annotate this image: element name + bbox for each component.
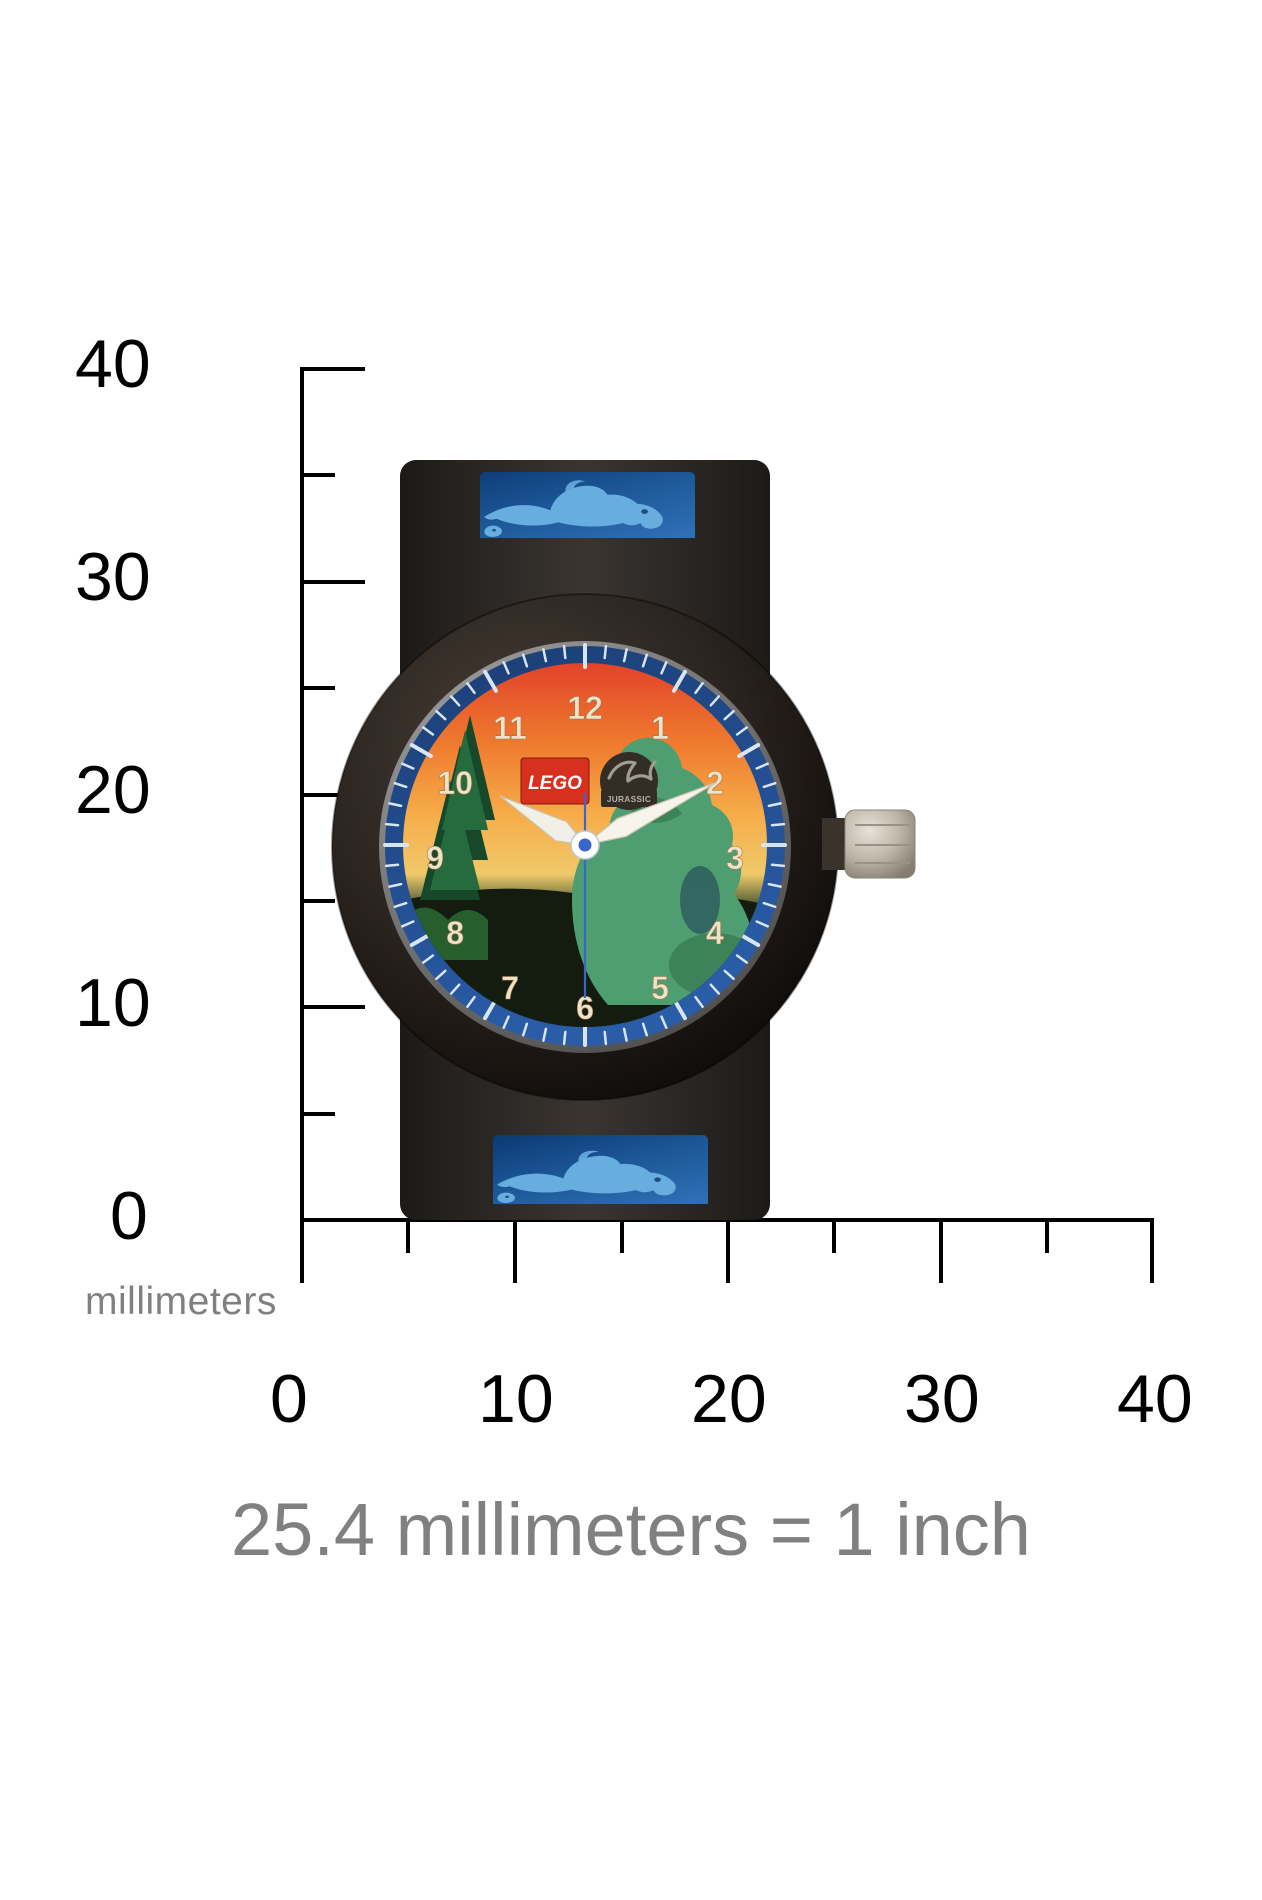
svg-text:1: 1 [651, 710, 669, 746]
svg-text:7: 7 [501, 970, 519, 1006]
svg-text:12: 12 [567, 690, 603, 726]
svg-text:JURASSIC: JURASSIC [607, 794, 651, 804]
svg-text:11: 11 [493, 710, 527, 746]
svg-text:5: 5 [651, 970, 669, 1006]
svg-text:4: 4 [706, 915, 724, 951]
svg-text:9: 9 [426, 840, 444, 876]
svg-text:LEGO: LEGO [528, 773, 582, 794]
svg-text:8: 8 [446, 915, 464, 951]
svg-text:3: 3 [726, 840, 744, 876]
svg-text:10: 10 [437, 765, 473, 801]
